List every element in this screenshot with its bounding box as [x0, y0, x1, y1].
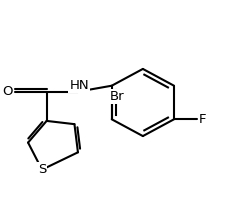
Text: S: S: [38, 163, 46, 176]
Text: O: O: [2, 85, 12, 98]
Text: Br: Br: [110, 90, 125, 103]
Text: F: F: [199, 113, 207, 126]
Text: HN: HN: [69, 79, 89, 92]
